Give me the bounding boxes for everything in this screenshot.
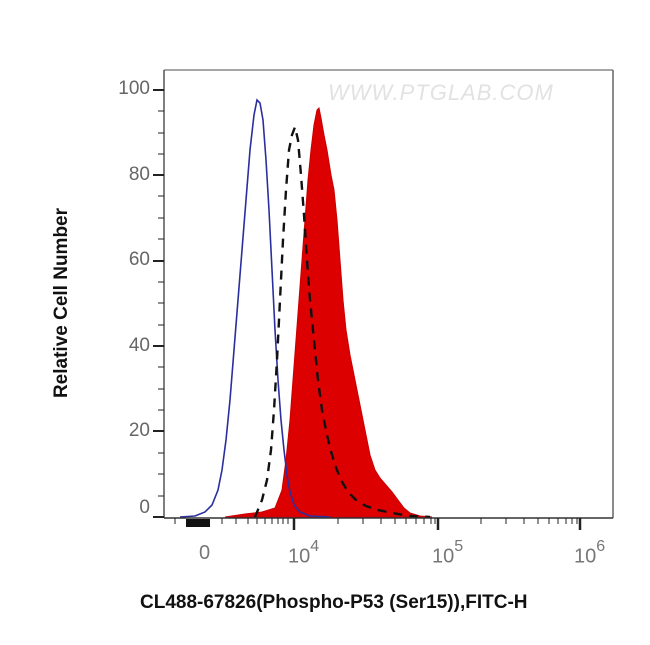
x-tick-1e5-base: 10 xyxy=(432,545,455,568)
x-tick-1e4-base: 10 xyxy=(288,545,311,568)
x-tick-1e6: 106 xyxy=(574,538,605,569)
y-tick-100: 100 xyxy=(118,78,150,99)
y-tick-60: 60 xyxy=(128,249,150,270)
y-tick-0: 0 xyxy=(139,497,150,518)
y-tick-40: 40 xyxy=(128,335,150,356)
y-axis-label: Relative Cell Number xyxy=(51,207,72,399)
x-tick-1e5-exp: 5 xyxy=(454,538,464,555)
y-tick-80: 80 xyxy=(128,164,150,185)
y-axis-ticks xyxy=(153,89,164,518)
control-line-blue xyxy=(179,98,331,518)
stained-sample-fill xyxy=(224,106,433,518)
x-axis-ticks xyxy=(174,518,582,530)
x-tick-1e6-exp: 6 xyxy=(596,538,606,555)
watermark: WWW.PTGLAB.COM xyxy=(328,80,554,105)
x-tick-1e4-exp: 4 xyxy=(310,538,320,555)
isotype-line-dashed xyxy=(253,122,431,519)
x-tick-1e4: 104 xyxy=(288,538,319,569)
x-tick-1e5: 105 xyxy=(432,538,463,569)
x-axis-label: CL488-67826(Phospho-P53 (Ser15)),FITC-H xyxy=(140,592,528,613)
x-tick-1e6-base: 10 xyxy=(574,545,597,568)
x-tick-0: 0 xyxy=(199,542,211,564)
plot-frame xyxy=(163,69,614,519)
y-tick-20: 20 xyxy=(128,420,150,441)
